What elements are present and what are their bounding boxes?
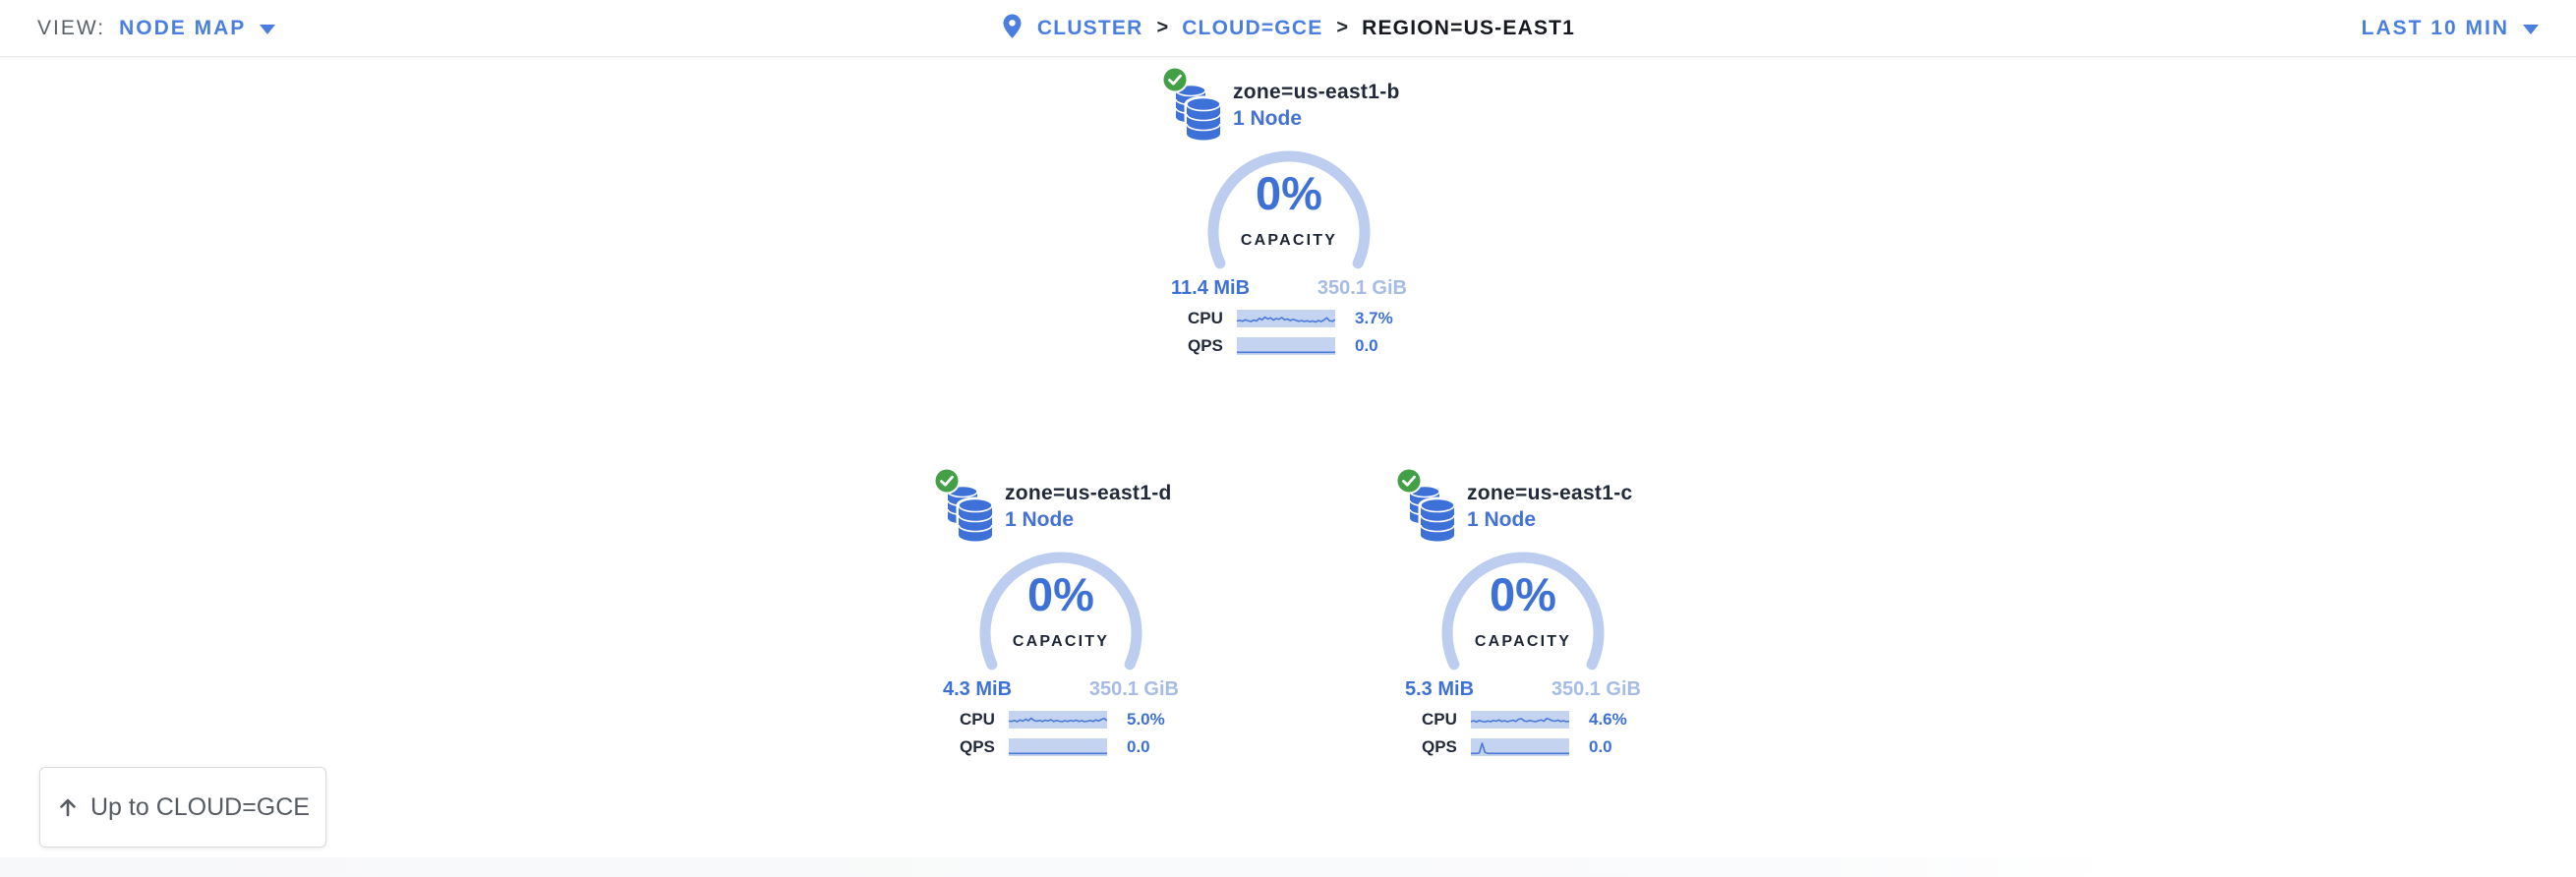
- breadcrumb-current: REGION=US-EAST1: [1362, 16, 1576, 39]
- up-button-label: Up to CLOUD=GCE: [90, 792, 310, 821]
- cpu-metric-row: CPU 4.6%: [1422, 710, 1652, 729]
- capacity-gauge: 0% CAPACITY: [1202, 144, 1376, 269]
- qps-metric-row: QPS 0.0: [1188, 336, 1418, 355]
- healthy-check-icon: [1395, 467, 1423, 495]
- capacity-label: CAPACITY: [1474, 633, 1572, 650]
- cpu-label: CPU: [960, 709, 995, 729]
- cpu-metric-row: CPU 3.7%: [1188, 309, 1418, 327]
- breadcrumb-separator: >: [1336, 17, 1349, 38]
- breadcrumb-cluster[interactable]: CLUSTER: [1036, 16, 1143, 39]
- node-count-link[interactable]: 1 Node: [1233, 107, 1303, 130]
- node-count-link[interactable]: 1 Node: [1467, 508, 1537, 531]
- cpu-metric-row: CPU 5.0%: [960, 710, 1190, 729]
- capacity-gauge: 0% CAPACITY: [974, 545, 1147, 671]
- time-range-value: LAST 10 MIN: [2361, 16, 2509, 39]
- arrow-up-icon: [56, 795, 80, 819]
- capacity-gauge: 0% CAPACITY: [1436, 545, 1610, 671]
- qps-value: 0.0: [1127, 736, 1150, 756]
- zone-name: zone=us-east1-c: [1467, 482, 1633, 504]
- database-stack-icon: [945, 485, 996, 544]
- node-map-canvas: zone=us-east1-b 1 Node 0% CAPACITY 11.4 …: [0, 57, 2576, 877]
- healthy-check-icon: [1161, 66, 1189, 93]
- zone-card-us-east1-d[interactable]: zone=us-east1-d 1 Node 0% CAPACITY 4.3 M…: [932, 462, 1190, 756]
- capacity-used: 5.3 MiB: [1405, 678, 1475, 700]
- capacity-percent: 0%: [1027, 568, 1094, 620]
- qps-value: 0.0: [1589, 736, 1612, 756]
- capacity-total: 350.1 GiB: [1088, 678, 1179, 700]
- location-pin-icon: [1001, 13, 1024, 40]
- database-stack-icon: [1173, 84, 1224, 143]
- view-selector[interactable]: VIEW: NODE MAP: [37, 16, 276, 40]
- zone-card-us-east1-c[interactable]: zone=us-east1-c 1 Node 0% CAPACITY 5.3 M…: [1394, 462, 1652, 756]
- qps-label: QPS: [1188, 335, 1223, 355]
- healthy-check-icon: [933, 467, 961, 495]
- top-bar: VIEW: NODE MAP CLUSTER > CLOUD=GCE > REG…: [0, 0, 2576, 57]
- capacity-total: 350.1 GiB: [1317, 277, 1407, 299]
- time-range-selector[interactable]: LAST 10 MIN: [2126, 17, 2539, 40]
- view-label: VIEW:: [37, 16, 106, 39]
- cpu-sparkline: [1471, 710, 1569, 729]
- capacity-percent: 0%: [1490, 568, 1556, 620]
- qps-label: QPS: [960, 736, 995, 756]
- qps-sparkline: [1237, 336, 1335, 355]
- qps-value: 0.0: [1355, 335, 1378, 355]
- capacity-used: 4.3 MiB: [943, 678, 1013, 700]
- zone-card-header: zone=us-east1-c 1 Node: [1394, 462, 1652, 544]
- capacity-percent: 0%: [1256, 167, 1322, 219]
- qps-metric-row: QPS 0.0: [960, 737, 1190, 756]
- capacity-label: CAPACITY: [1240, 232, 1338, 249]
- capacity-label: CAPACITY: [1012, 633, 1110, 650]
- zone-name: zone=us-east1-b: [1233, 81, 1400, 103]
- qps-label: QPS: [1422, 736, 1457, 756]
- qps-sparkline: [1471, 737, 1569, 756]
- capacity-total: 350.1 GiB: [1551, 678, 1641, 700]
- cpu-value: 5.0%: [1127, 709, 1165, 729]
- zone-name: zone=us-east1-d: [1005, 482, 1172, 504]
- view-value: NODE MAP: [119, 16, 247, 39]
- zone-card-header: zone=us-east1-d 1 Node: [932, 462, 1190, 544]
- breadcrumb-cloud-gce[interactable]: CLOUD=GCE: [1182, 16, 1323, 39]
- cpu-label: CPU: [1188, 308, 1223, 327]
- qps-sparkline: [1009, 737, 1107, 756]
- bottom-strip: [0, 857, 2124, 877]
- breadcrumb-separator: >: [1156, 17, 1169, 38]
- cpu-value: 4.6%: [1589, 709, 1627, 729]
- cpu-sparkline: [1237, 309, 1335, 327]
- breadcrumb: CLUSTER > CLOUD=GCE > REGION=US-EAST1: [450, 13, 2126, 40]
- chevron-down-icon: [260, 25, 276, 34]
- cpu-label: CPU: [1422, 709, 1457, 729]
- zone-card-us-east1-b[interactable]: zone=us-east1-b 1 Node 0% CAPACITY 11.4 …: [1160, 61, 1418, 355]
- chevron-down-icon: [2523, 25, 2539, 34]
- capacity-used: 11.4 MiB: [1171, 277, 1251, 299]
- node-count-link[interactable]: 1 Node: [1005, 508, 1075, 531]
- cpu-value: 3.7%: [1355, 308, 1393, 327]
- cpu-sparkline: [1009, 710, 1107, 729]
- database-stack-icon: [1407, 485, 1458, 544]
- zone-card-header: zone=us-east1-b 1 Node: [1160, 61, 1418, 143]
- up-to-cloud-gce-button[interactable]: Up to CLOUD=GCE: [39, 767, 326, 848]
- qps-metric-row: QPS 0.0: [1422, 737, 1652, 756]
